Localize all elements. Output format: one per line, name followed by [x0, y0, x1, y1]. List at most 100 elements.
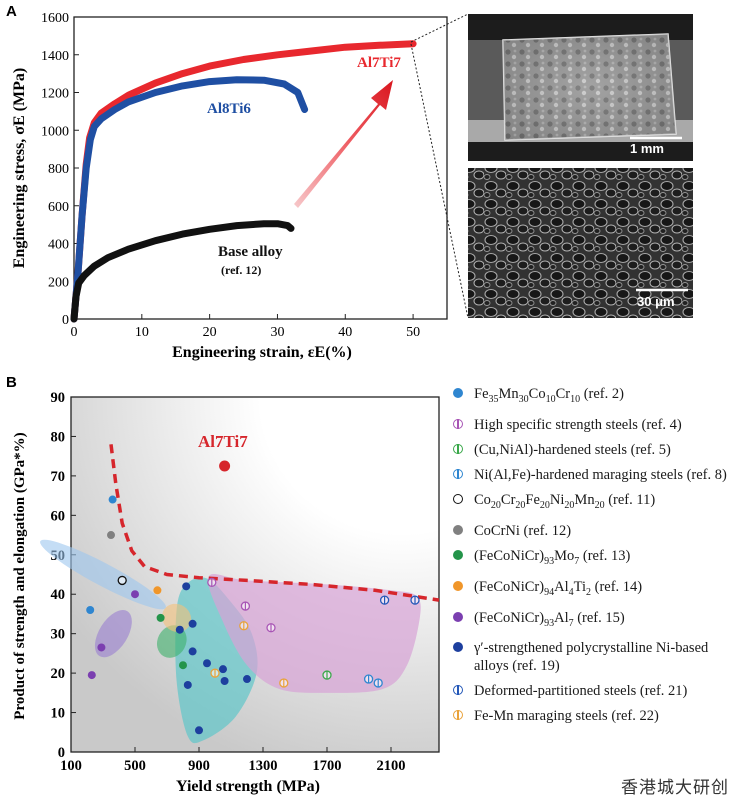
point-hss: [207, 577, 217, 588]
scale-label-bottom: 30 μm: [637, 294, 675, 309]
legend-label: γ′-strengthened polycrystalline Ni-based…: [474, 640, 709, 675]
point-ni: [188, 619, 197, 628]
point-cunial: [322, 670, 332, 680]
a-xtick-label: 10: [135, 325, 149, 340]
trend-arrow: [294, 80, 393, 208]
chart-b-ylabel: Product of strength and elongation (GPa*…: [12, 432, 28, 719]
point-ni: [220, 677, 229, 685]
point-cocrfe: [117, 575, 127, 586]
legend-marker-icon: [453, 685, 463, 696]
legend-item-al4ti2: (FeCoNiCr)94Al4Ti2 (ref. 14): [452, 578, 737, 602]
point-ni: [175, 625, 184, 634]
series-al7ti7: [70, 40, 417, 323]
point-mo: [156, 613, 165, 622]
label-base-alloy: Base alloy: [218, 244, 283, 260]
b-xtick-label: 2100: [377, 758, 406, 774]
b-xtick-label: 1700: [313, 758, 342, 774]
legend-marker-icon: [453, 611, 463, 622]
b-ytick-label: 70: [51, 469, 66, 485]
label-base-ref: (ref. 12): [221, 263, 261, 277]
legend-label: Co20Cr20Fe20Ni20Mn20 (ref. 11): [474, 491, 656, 511]
legend-marker-icon: [453, 580, 463, 591]
label-al7ti7-b: Al7Ti7: [198, 432, 248, 451]
zoom-line-bottom: [410, 43, 469, 319]
a-ytick-label: 400: [48, 238, 69, 253]
b-xtick-label: 900: [188, 758, 210, 774]
b-ytick-label: 0: [58, 745, 65, 761]
legend-item-femnmar: Fe-Mn maraging steels (ref. 22): [452, 707, 737, 725]
point-ni: [219, 665, 227, 674]
legend-label: Ni(Al,Fe)-hardened maraging steels (ref.…: [474, 466, 727, 483]
point-femnmar: [210, 668, 220, 678]
a-ytick-label: 0: [62, 313, 69, 328]
point-ni: [243, 675, 251, 684]
chart-a-xlabel: Engineering strain, εE(%): [172, 344, 352, 361]
legend-item-cunial: (Cu,NiAl)-hardened steels (ref. 5): [452, 441, 737, 459]
a-ytick-label: 600: [48, 200, 69, 215]
legend-item-nialfe: Ni(Al,Fe)-hardened maraging steels (ref.…: [452, 466, 737, 484]
point-dps: [410, 595, 420, 605]
point-nialfe: [363, 674, 374, 684]
b-xtick-label: 100: [60, 758, 82, 774]
chart-b-xlabel: Yield strength (MPa): [176, 778, 320, 795]
point-femn: [108, 495, 117, 504]
legend-item-ni: γ′-strengthened polycrystalline Ni-based…: [452, 639, 737, 675]
a-xtick-label: 40: [338, 325, 352, 340]
point-femnmar: [239, 621, 249, 631]
legend-label: CoCrNi (ref. 12): [474, 522, 572, 539]
chart-b-legend: Fe35Mn30Co10Cr10 (ref. 2) High specific s…: [452, 385, 737, 732]
legend-item-mo: (FeCoNiCr)93Mo7 (ref. 13): [452, 547, 737, 571]
b-ytick-label: 20: [51, 666, 66, 682]
legend-label: (FeCoNiCr)94Al4Ti2 (ref. 14): [474, 578, 643, 598]
b-xtick-label: 1300: [249, 758, 278, 774]
point-ni: [188, 647, 197, 656]
point-nialfe: [373, 678, 383, 688]
performance-boundary: [109, 444, 440, 602]
a-ytick-label: 1200: [41, 87, 69, 102]
legend-item-dps: Deformed-partitioned steels (ref. 21): [452, 682, 737, 700]
legend-item-femn: Fe35Mn30Co10Cr10 (ref. 2): [452, 385, 737, 409]
legend-label: Deformed-partitioned steels (ref. 21): [474, 683, 688, 700]
legend-item-al7: (FeCoNiCr)93Al7 (ref. 15): [452, 609, 737, 633]
stress-strain-chart: 0 10 20 30 40 50 0 200 400 600 800 1000 1200 1400 1600…: [11, 11, 469, 361]
a-ytick-label: 200: [48, 275, 69, 290]
legend-item-cocrfe: Co20Cr20Fe20Ni20Mn20 (ref. 11): [452, 491, 737, 515]
point-hss: [266, 623, 276, 633]
label-al7ti7-a: Al7Ti7: [357, 55, 401, 71]
legend-marker-icon: [453, 642, 463, 653]
series-al8ti6: [70, 76, 309, 323]
zoom-line-top: [410, 13, 469, 43]
legend-item-cocrni: CoCrNi (ref. 12): [452, 522, 737, 540]
legend-item-hss: High specific strength steels (ref. 4): [452, 416, 737, 434]
legend-marker-icon: [453, 549, 463, 560]
a-xtick-label: 30: [270, 325, 284, 340]
legend-label: (FeCoNiCr)93Al7 (ref. 15): [474, 609, 625, 629]
sem-bottom-image: 30 μm: [468, 168, 693, 318]
a-xtick-label: 50: [406, 325, 420, 340]
point-cocrni: [107, 531, 115, 540]
label-al8ti6: Al8Ti6: [207, 101, 251, 117]
chart-a-ylabel: Engineering stress, σE (MPa): [11, 68, 28, 268]
b-ytick-label: 80: [51, 429, 66, 445]
point-ni: [195, 726, 203, 735]
legend-marker-icon: [453, 710, 463, 721]
legend-marker-icon: [453, 443, 463, 454]
chart-b-background: [71, 397, 439, 752]
point-femn: [86, 606, 95, 614]
point-femnmar: [279, 678, 289, 688]
chart-b-frame: [70, 396, 440, 753]
legend-label: (FeCoNiCr)93Mo7 (ref. 13): [474, 547, 631, 567]
panel-label-a: A: [6, 3, 17, 20]
b-ytick-label: 30: [51, 627, 66, 643]
point-al7: [131, 590, 139, 599]
legend-marker-icon: [453, 468, 463, 479]
a-ytick-label: 800: [48, 162, 69, 177]
strength-elongation-chart: 1005009001300170021000102030405060708090…: [12, 390, 440, 795]
point-mo: [179, 661, 187, 670]
point-ni: [203, 659, 211, 668]
point-al7ti7: [219, 460, 231, 472]
point-al7: [87, 671, 96, 680]
legend-label: Fe35Mn30Co10Cr10 (ref. 2): [474, 386, 624, 405]
legend-label: High specific strength steels (ref. 4): [474, 416, 682, 433]
